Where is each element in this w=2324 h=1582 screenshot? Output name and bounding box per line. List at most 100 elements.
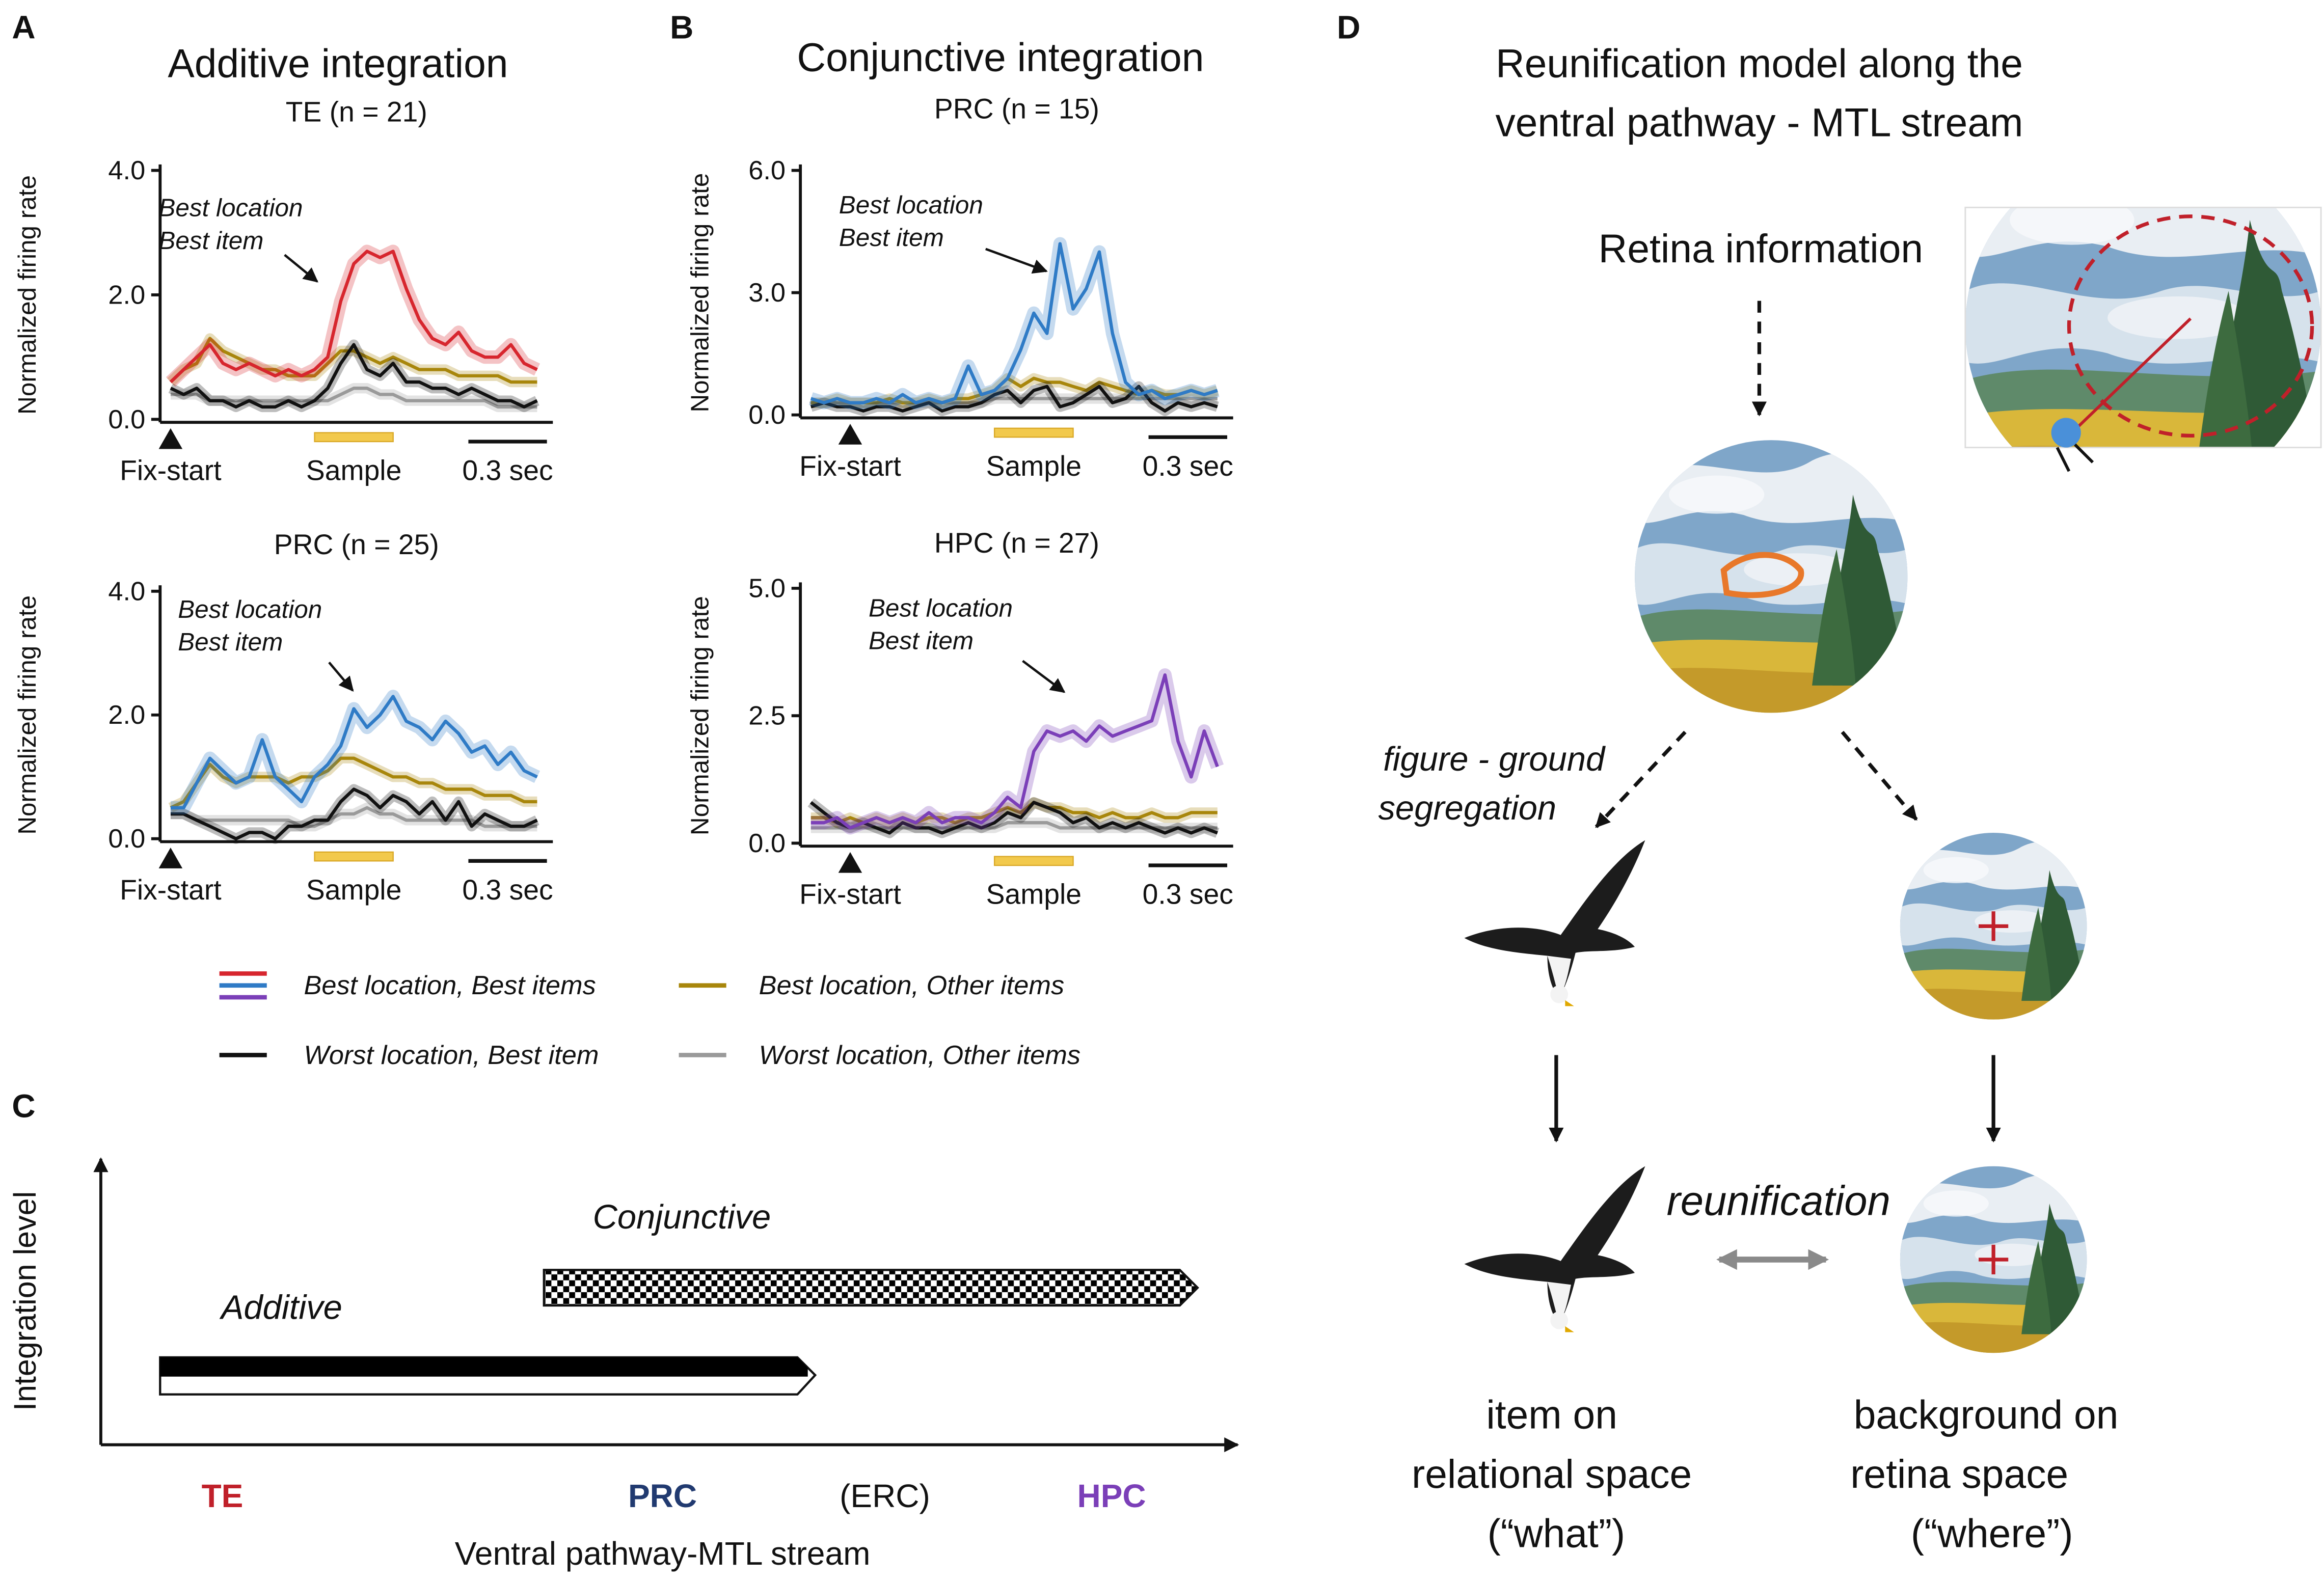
item-image [1464, 1166, 1645, 1332]
chart-title: PRC (n = 25) [274, 529, 439, 560]
y-tick-label: 0.0 [108, 405, 145, 434]
y-tick-label: 4.0 [108, 156, 145, 185]
event-marker [838, 424, 862, 445]
chart-title: TE (n = 21) [286, 96, 427, 128]
y-tick-label: 2.5 [748, 701, 786, 731]
annotation: Best location [158, 194, 303, 222]
merge-label: reunification [1667, 1178, 1890, 1224]
sample-bar [314, 432, 394, 443]
background-label: (“where”) [1911, 1511, 2073, 1556]
annotation: Best item [178, 628, 283, 656]
y-tick-label: 3.0 [748, 278, 786, 308]
sem-band [808, 237, 1220, 410]
legend: Best location, Best items Best location, … [219, 971, 1080, 1070]
scale-bar-label: 0.3 sec [1143, 879, 1233, 910]
fixation-cross [1979, 911, 2009, 941]
y-axis-label: Normalized firing rate [686, 596, 714, 835]
y-tick-label: 2.0 [108, 700, 145, 730]
line-chart: PRC (n = 15) Normalized firing rate 0.0 3.0… [686, 93, 1233, 482]
panel-label: A [12, 9, 35, 46]
event-label: Fix-start [120, 455, 222, 486]
panel-label: B [670, 9, 693, 46]
line-chart: PRC (n = 25) Normalized firing rate 0.0 2.0… [13, 529, 553, 906]
scale-bar-label: 0.3 sec [462, 455, 553, 486]
sample-bar [314, 851, 394, 862]
legend-label: Worst location, Other items [759, 1041, 1080, 1070]
series-line [170, 387, 537, 409]
panel-title: Additive integration [168, 41, 508, 86]
event-marker [158, 848, 183, 868]
additive-bar-fill [160, 1357, 808, 1377]
panel-label: D [1337, 9, 1360, 46]
sample-bar [993, 856, 1074, 866]
annotation: Best item [839, 224, 944, 252]
series-line [169, 337, 537, 384]
series-line [170, 787, 538, 840]
legend-label: Best location, Other items [759, 971, 1064, 1000]
input-label: Retina information [1599, 226, 1923, 271]
bar-label: Additive [219, 1288, 342, 1326]
x-axis-label: Ventral pathway-MTL stream [455, 1535, 871, 1572]
event-label: Fix-start [120, 874, 222, 906]
annotation: Best item [869, 626, 974, 654]
y-axis-label: Normalized firing rate [13, 595, 41, 835]
series-line [810, 673, 1219, 830]
y-axis-label: Normalized firing rate [13, 175, 41, 415]
y-tick-label: 0.0 [108, 824, 145, 854]
y-axis-label: Integration level [8, 1191, 42, 1411]
arrow [1595, 730, 1687, 828]
annotation: Best location [839, 191, 983, 219]
fixation-cross [1979, 1244, 2009, 1275]
event-label: Sample [306, 455, 401, 486]
y-tick-label: 0.0 [748, 400, 786, 430]
annotation-arrow [284, 254, 318, 283]
event-marker [838, 852, 862, 873]
background-label: retina space [1850, 1452, 2068, 1496]
region-label: TE [202, 1478, 244, 1514]
series-line [169, 250, 538, 384]
legend-label: Best location, Best items [304, 971, 596, 1000]
annotation: Best location [178, 595, 322, 623]
scale-bar-label: 0.3 sec [1143, 450, 1233, 482]
item-label: item on [1486, 1393, 1617, 1437]
series-line [810, 242, 1218, 404]
region-label: PRC [628, 1478, 697, 1514]
panel-label: C [12, 1088, 35, 1125]
y-tick-label: 5.0 [748, 574, 786, 603]
split-label: figure - ground [1383, 740, 1606, 778]
item-label: relational space [1412, 1452, 1692, 1496]
split-label: segregation [1378, 789, 1556, 827]
series-line [170, 343, 538, 409]
item-image [1464, 840, 1645, 1006]
series-line [810, 385, 1218, 413]
y-tick-label: 2.0 [108, 280, 145, 310]
annotation: Best item [158, 227, 263, 255]
legend-label: Worst location, Best item [304, 1041, 599, 1070]
conjunctive-bar [543, 1269, 1199, 1307]
y-tick-label: 0.0 [748, 829, 786, 858]
item-label: (“what”) [1488, 1511, 1626, 1556]
panel-title: Conjunctive integration [797, 35, 1204, 80]
region-label: (ERC) [840, 1478, 930, 1514]
background-label: background on [1854, 1393, 2119, 1437]
line-chart: HPC (n = 27) Normalized firing rate 0.0 2.5… [686, 527, 1233, 910]
annotation-arrow [328, 661, 354, 692]
charts: TE (n = 21) Normalized firing rate 0.0 2.0 4… [13, 93, 1233, 910]
panel-d: Reunification model along the ventral pa… [1378, 41, 2322, 1556]
series-line [809, 801, 1218, 835]
panel-title: ventral pathway - MTL stream [1495, 100, 2023, 145]
y-tick-label: 6.0 [748, 156, 786, 185]
chart-title: PRC (n = 15) [934, 93, 1099, 125]
arrow [1841, 730, 1918, 821]
panel-title: Reunification model along the [1496, 41, 2023, 86]
bar-label: Conjunctive [593, 1198, 771, 1236]
event-label: Sample [306, 874, 401, 906]
y-tick-label: 4.0 [108, 577, 145, 606]
chart-title: HPC (n = 27) [934, 527, 1099, 559]
sem-band [166, 244, 541, 387]
event-label: Sample [986, 450, 1082, 482]
figure-outline [1720, 552, 1804, 598]
painting-thumbnail [1964, 206, 2322, 472]
